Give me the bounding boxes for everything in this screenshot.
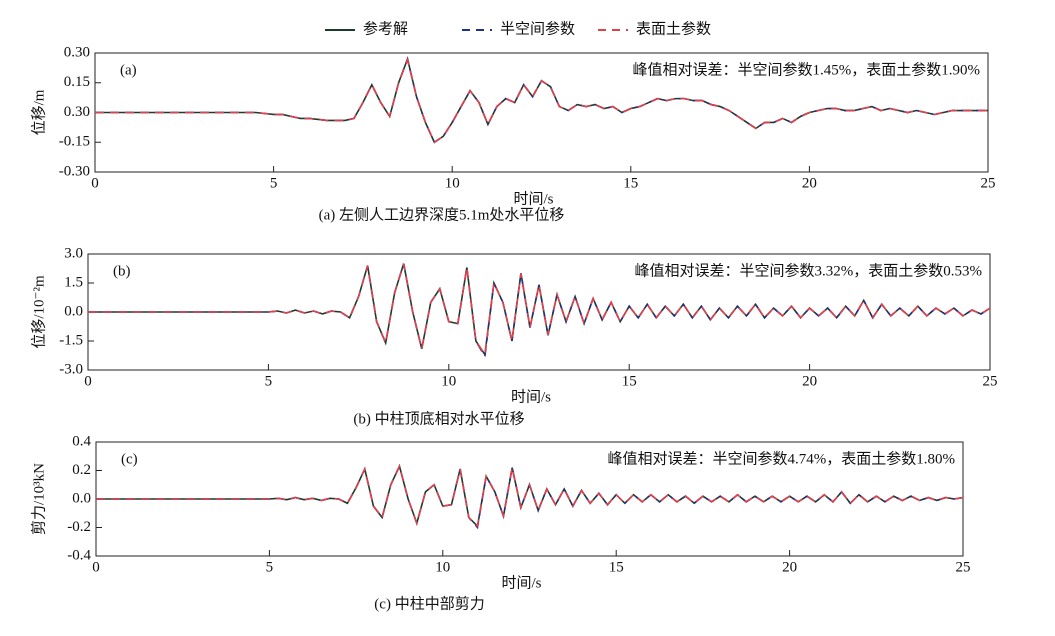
y-tick-label: -3.0	[59, 361, 83, 377]
y-tick-label: 0.0	[72, 490, 91, 506]
error-annotation: 峰值相对误差：半空间参数1.45%，表面土参数1.90%	[633, 61, 981, 78]
series-line	[96, 463, 964, 528]
panel-label: (c)	[121, 451, 138, 467]
caption: (b) 中柱顶底相对水平位移	[353, 410, 524, 427]
y-axis-label: 位移/10⁻²m	[30, 275, 47, 349]
x-tick-label: 25	[981, 175, 996, 191]
x-tick-label: 25	[956, 559, 971, 575]
x-tick-label: 10	[435, 559, 450, 575]
error-annotation: 峰值相对误差：半空间参数3.32%，表面土参数0.53%	[635, 262, 983, 279]
x-tick-label: 0	[92, 559, 100, 575]
y-tick-label: -0.30	[59, 163, 90, 179]
x-tick-label: 10	[445, 175, 460, 191]
y-tick-label: 0.30	[64, 104, 90, 120]
y-tick-label: -0.4	[67, 547, 91, 563]
x-tick-label: 5	[265, 373, 273, 389]
x-tick-label: 20	[802, 175, 817, 191]
caption: (a) 左侧人工边界深度5.1m处水平位移	[319, 206, 565, 223]
x-tick-label: 15	[622, 373, 637, 389]
x-tick-label: 15	[623, 175, 638, 191]
x-tick-label: 15	[609, 559, 624, 575]
x-tick-label: 25	[983, 373, 998, 389]
x-axis-label: 时间/s	[501, 574, 541, 591]
legend-label: 表面土参数	[636, 20, 711, 37]
x-tick-label: 20	[782, 559, 797, 575]
x-tick-label: 5	[270, 175, 278, 191]
legend-label: 参考解	[363, 20, 408, 37]
y-axis-label: 位移/m	[30, 89, 47, 135]
x-axis-label: 时间/s	[511, 388, 551, 405]
x-tick-label: 0	[84, 373, 92, 389]
series-line	[88, 263, 991, 357]
y-tick-label: 3.0	[64, 245, 83, 261]
y-tick-label: -1.5	[59, 332, 83, 348]
series-line	[95, 57, 988, 144]
error-annotation: 峰值相对误差：半空间参数4.74%，表面土参数1.80%	[608, 450, 956, 467]
panel-label: (b)	[113, 263, 131, 279]
y-tick-label: 0.15	[64, 74, 90, 90]
x-tick-label: 0	[91, 175, 99, 191]
x-axis-label: 时间/s	[513, 190, 553, 207]
series-line	[96, 463, 964, 530]
y-tick-label: 0.2	[72, 462, 91, 478]
x-tick-label: 20	[802, 373, 817, 389]
y-tick-label: 0.30	[64, 44, 90, 60]
caption: (c) 中柱中部剪力	[374, 595, 484, 612]
x-tick-label: 10	[441, 373, 456, 389]
y-axis-label: 剪力/10³kN	[30, 463, 47, 535]
legend-label: 半空间参数	[500, 20, 575, 37]
y-tick-label: -0.15	[59, 134, 90, 150]
y-tick-label: 0.4	[72, 433, 91, 449]
x-tick-label: 5	[266, 559, 274, 575]
y-tick-label: 1.5	[64, 274, 83, 290]
series-line	[96, 463, 964, 528]
panel-label: (a)	[120, 62, 137, 78]
y-tick-label: -0.2	[67, 519, 91, 535]
y-tick-label: 0.0	[64, 303, 83, 319]
